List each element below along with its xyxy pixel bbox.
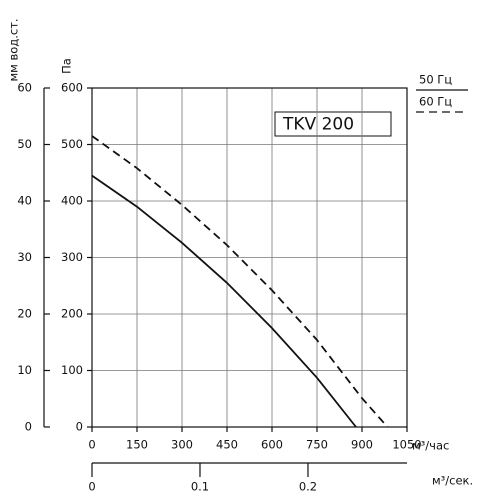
x-tick-label: 450 [216, 438, 238, 452]
y2-tick-label: 20 [17, 307, 32, 321]
y-tick-label: 600 [61, 81, 83, 95]
y2-axis-label: мм вод.ст. [7, 18, 21, 81]
chart-title: TKV 200 [282, 115, 354, 135]
y-tick-label: 300 [61, 250, 83, 264]
x2-axis-label: м³/сек. [432, 474, 473, 488]
x-tick-label: 150 [126, 438, 148, 452]
x-tick-label: 0 [88, 438, 95, 452]
x-tick-label: 300 [171, 438, 193, 452]
x-tick-label: 600 [261, 438, 283, 452]
y-tick-label: 400 [61, 194, 83, 208]
y2-tick-label: 50 [17, 137, 32, 151]
x-tick-label: 900 [351, 438, 373, 452]
series-line [91, 135, 389, 428]
x-axis-label: м³/час [412, 439, 449, 453]
legend-label: 60 Гц [419, 95, 452, 109]
y2-tick-label: 0 [25, 420, 32, 434]
x2-tick-label: 0 [88, 480, 95, 494]
y-tick-label: 0 [76, 420, 83, 434]
x-tick-label: 1050 [392, 438, 421, 452]
series-line [91, 174, 357, 428]
x2-tick-label: 0.1 [191, 480, 209, 494]
y2-tick-label: 30 [17, 250, 32, 264]
x-tick-label: 750 [306, 438, 328, 452]
y-tick-label: 500 [61, 137, 83, 151]
y2-tick-label: 40 [17, 194, 32, 208]
x2-tick-label: 0.2 [299, 480, 317, 494]
y2-tick-label: 10 [17, 363, 32, 377]
y-tick-label: 200 [61, 307, 83, 321]
y-axis-label: Па [60, 58, 74, 74]
y-tick-label: 100 [61, 363, 83, 377]
plot-border [91, 87, 408, 428]
legend-label: 50 Гц [419, 73, 452, 87]
title-box [274, 111, 392, 137]
y2-tick-label: 60 [17, 81, 32, 95]
